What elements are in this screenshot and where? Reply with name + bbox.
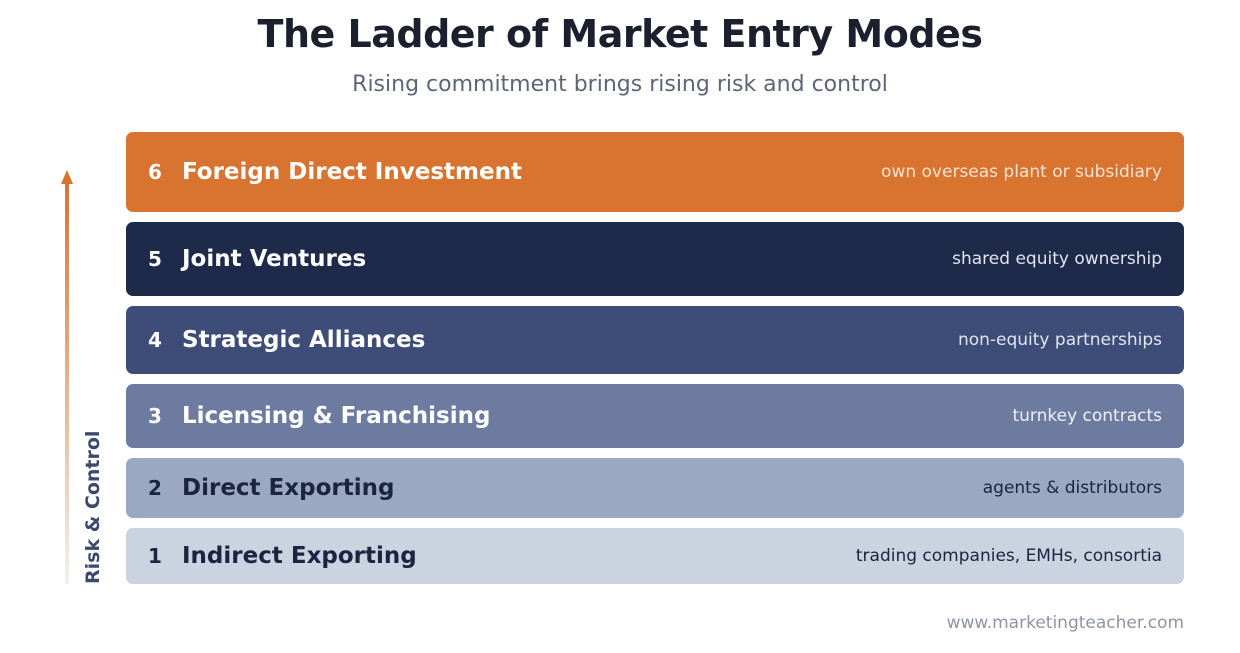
page-title: The Ladder of Market Entry Modes (257, 12, 983, 56)
rung-label: Joint Ventures (182, 246, 367, 272)
axis-label: Risk & Control (82, 430, 104, 584)
rung-number: 2 (148, 476, 162, 500)
rung-label: Foreign Direct Investment (182, 159, 522, 185)
risk-control-arrow (61, 170, 73, 584)
rung-number: 1 (148, 544, 162, 568)
rung-description: shared equity ownership (952, 249, 1162, 269)
rung-6: 6 Foreign Direct Investment own overseas… (126, 132, 1184, 212)
rung-description: own overseas plant or subsidiary (881, 162, 1162, 182)
arrow-head-icon (61, 170, 73, 184)
rung-number: 6 (148, 160, 162, 184)
rung-label: Licensing & Franchising (182, 403, 491, 429)
rung-2: 2 Direct Exporting agents & distributors (126, 458, 1184, 518)
page-subtitle: Rising commitment brings rising risk and… (352, 72, 888, 97)
rung-label: Indirect Exporting (182, 543, 417, 569)
rung-description: turnkey contracts (1012, 406, 1162, 426)
rung-4: 4 Strategic Alliances non-equity partner… (126, 306, 1184, 374)
rung-3: 3 Licensing & Franchising turnkey contra… (126, 384, 1184, 448)
rung-label: Direct Exporting (182, 475, 395, 501)
rung-description: trading companies, EMHs, consortia (855, 546, 1162, 566)
rung-1: 1 Indirect Exporting trading companies, … (126, 528, 1184, 584)
rung-5: 5 Joint Ventures shared equity ownership (126, 222, 1184, 296)
rung-number: 3 (148, 404, 162, 428)
rung-label: Strategic Alliances (182, 327, 426, 353)
rung-description: non-equity partnerships (957, 330, 1162, 350)
rung-number: 5 (148, 247, 162, 271)
footer-source-url: www.marketingteacher.com (946, 613, 1184, 633)
rung-number: 4 (148, 328, 162, 352)
rung-description: agents & distributors (982, 478, 1162, 498)
